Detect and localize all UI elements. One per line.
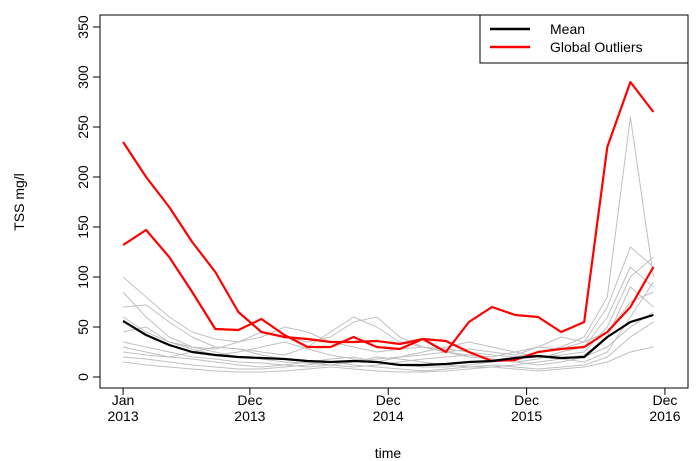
y-tick-label: 200 [75,165,91,189]
x-tick-label: Jan 2013 [107,392,139,424]
background-line [122,80,655,354]
plot-frame [99,14,689,389]
y-tick-label: 300 [75,65,91,89]
background-line [122,266,654,363]
x-tick-label: Dec 2016 [649,392,681,424]
x-tick-label: Dec 2015 [511,392,543,424]
series-line [122,313,654,367]
y-tick-label: 100 [75,265,91,289]
series-line [122,141,655,363]
y-tick-label: 0 [75,373,91,381]
legend-label: Global Outliers [550,39,643,55]
y-tick-label: 150 [75,215,91,239]
x-axis-label: time [375,445,402,461]
legend-box [479,14,689,64]
y-tick-label: 350 [75,15,91,39]
background-line [123,116,654,358]
y-tick-label: 250 [75,115,91,139]
background-line [122,291,654,368]
background-line [123,321,654,372]
y-tick-label: 50 [75,319,91,335]
x-tick-label: Dec 2013 [234,392,266,424]
legend-label: Mean [550,21,585,37]
background-line [123,346,654,373]
background-line [122,246,654,358]
x-tick-label: Dec 2014 [372,392,404,424]
y-axis-label: TSS mg/l [11,173,27,231]
